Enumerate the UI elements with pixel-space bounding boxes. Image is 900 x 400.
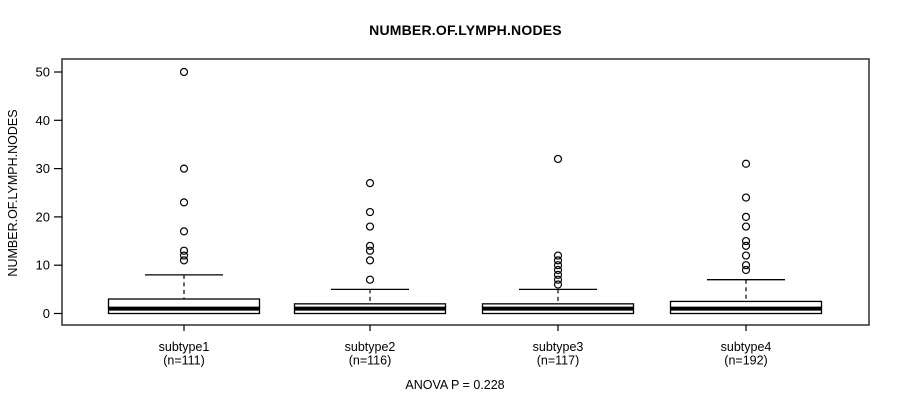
outlier-point (179, 227, 189, 236)
x-axis-sublabel: (n=117) (537, 354, 580, 368)
outlier-point (553, 270, 563, 279)
outlier-point (741, 251, 751, 260)
outlier-point (741, 261, 751, 270)
outlier-point (741, 212, 751, 221)
outlier-point (741, 265, 751, 275)
outlier-point (365, 246, 375, 255)
x-axis-sublabel: (n=116) (349, 354, 392, 368)
y-tick-label: 0 (43, 306, 50, 321)
outlier-point (365, 275, 375, 284)
y-tick-label: 30 (36, 161, 50, 176)
y-tick-label: 20 (36, 209, 50, 224)
outlier-point (553, 256, 563, 265)
x-axis-label: subtype1 (159, 340, 210, 354)
outlier-point (179, 256, 189, 265)
box (107, 298, 261, 315)
chart-title: NUMBER.OF.LYMPH.NODES (369, 22, 562, 38)
outlier-point (553, 280, 563, 289)
anova-annotation: ANOVA P = 0.228 (405, 378, 505, 392)
outlier-point (365, 207, 375, 217)
x-axis-label: subtype4 (721, 340, 772, 354)
y-tick-label: 50 (36, 65, 50, 80)
outlier-point (553, 251, 563, 260)
outlier-point (365, 256, 375, 265)
plot-border (61, 58, 870, 326)
x-axis-label: subtype2 (345, 340, 396, 354)
y-tick-label: 10 (36, 258, 50, 273)
x-axis-sublabel: (n=192) (724, 354, 767, 368)
outlier-point (365, 222, 375, 231)
outlier-point (179, 246, 189, 255)
x-axis-sublabel: (n=111) (163, 354, 205, 368)
outlier-point (741, 159, 751, 168)
y-axis-label: NUMBER.OF.LYMPH.NODES (6, 109, 20, 277)
x-axis-label: subtype3 (533, 340, 584, 354)
outlier-point (553, 154, 563, 164)
outlier-point (741, 193, 751, 202)
outlier-point (365, 178, 375, 188)
outlier-point (741, 222, 751, 231)
outlier-point (553, 265, 563, 275)
outlier-point (741, 241, 751, 250)
outlier-point (179, 198, 189, 207)
outlier-point (553, 275, 563, 284)
outlier-point (179, 67, 189, 77)
outlier-point (179, 164, 189, 173)
outlier-point (179, 251, 189, 260)
outlier-point (741, 236, 751, 246)
y-tick-label: 40 (36, 113, 50, 128)
outlier-point (553, 261, 563, 270)
outlier-point (365, 241, 375, 250)
